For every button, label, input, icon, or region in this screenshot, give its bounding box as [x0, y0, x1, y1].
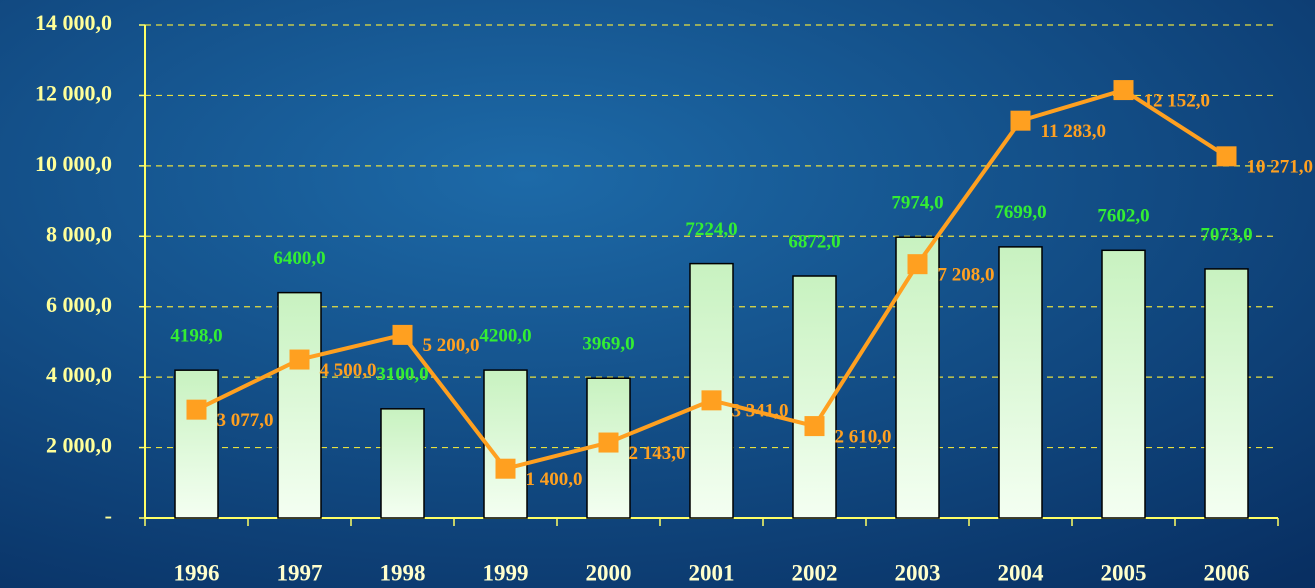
bar-value-label: 7224,0: [685, 219, 737, 240]
line-marker: [289, 349, 310, 370]
x-tick-label: 2000: [586, 560, 632, 585]
x-tick-label: 2006: [1204, 560, 1250, 585]
line-value-label: 11 283,0: [1041, 121, 1106, 142]
line-value-label: 10 271,0: [1247, 157, 1314, 178]
y-tick-label: 4 000,0: [46, 362, 112, 387]
bar: [483, 369, 528, 519]
bar: [174, 369, 219, 519]
bar: [277, 291, 322, 519]
bar: [380, 408, 425, 519]
x-tick-label: 2003: [895, 560, 941, 585]
y-tick-label: 10 000,0: [35, 151, 112, 176]
x-tick-label: 2001: [689, 560, 735, 585]
x-tick-label: 2004: [998, 560, 1045, 585]
line-marker: [495, 458, 516, 479]
bar-value-label: 4198,0: [170, 326, 222, 347]
y-tick-label: 8 000,0: [46, 221, 112, 246]
line-value-label: 2 610,0: [835, 426, 892, 447]
line-marker: [1113, 80, 1134, 101]
bar-value-label: 6400,0: [273, 248, 325, 269]
line-marker: [701, 390, 722, 411]
bar-value-label: 7602,0: [1097, 206, 1149, 227]
bar-value-label: 7699,0: [994, 202, 1046, 223]
x-tick-label: 1999: [483, 560, 529, 585]
bar-value-label: 7974,0: [891, 193, 943, 214]
x-tick-label: 2005: [1101, 560, 1147, 585]
y-tick-label: -: [105, 503, 112, 528]
line-marker: [907, 254, 928, 275]
y-tick-label: 14 000,0: [35, 10, 112, 35]
bar-value-label: 3969,0: [582, 334, 634, 355]
bar: [895, 236, 940, 519]
bar: [1204, 268, 1249, 519]
line-value-label: 12 152,0: [1144, 90, 1211, 111]
line-value-label: 4 500,0: [320, 360, 377, 381]
bar-value-label: 6872,0: [788, 231, 840, 252]
line-value-label: 1 400,0: [526, 469, 583, 490]
line-value-label: 5 200,0: [423, 335, 480, 356]
x-tick-label: 1996: [174, 560, 220, 585]
x-tick-label: 2002: [792, 560, 838, 585]
line-marker: [1010, 110, 1031, 131]
line-marker: [598, 432, 619, 453]
line-marker: [804, 416, 825, 437]
y-tick-label: 12 000,0: [35, 80, 112, 105]
line-marker: [1216, 146, 1237, 167]
bar: [998, 246, 1043, 519]
line-marker: [392, 324, 413, 345]
bar: [792, 275, 837, 519]
bar-value-label: 3100,0: [376, 364, 428, 385]
bar-value-label: 7073,0: [1200, 224, 1252, 245]
bar: [1101, 249, 1146, 519]
x-tick-label: 1997: [277, 560, 323, 585]
x-tick-label: 1998: [380, 560, 426, 585]
y-tick-label: 2 000,0: [46, 433, 112, 458]
line-value-label: 7 208,0: [938, 265, 995, 286]
line-marker: [186, 399, 207, 420]
bar-value-label: 4200,0: [479, 325, 531, 346]
line-value-label: 3 077,0: [217, 410, 274, 431]
y-tick-label: 6 000,0: [46, 292, 112, 317]
line-value-label: 3 341,0: [732, 401, 789, 422]
line-value-label: 2 143,0: [629, 443, 686, 464]
